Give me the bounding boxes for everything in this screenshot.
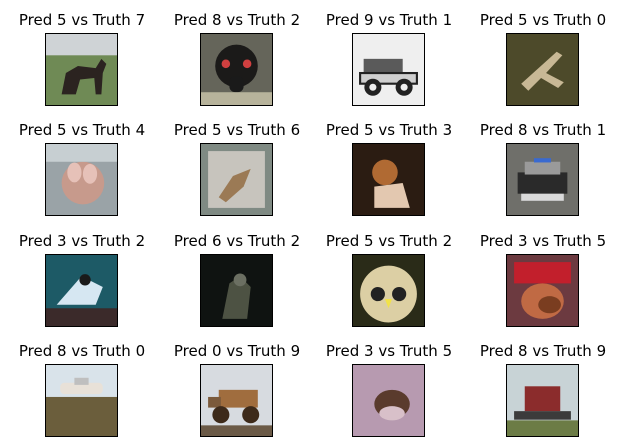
panel-title: Pred 6 vs Truth 2	[173, 232, 301, 250]
thumbnail-owl	[352, 254, 425, 327]
thumbnail-eagle	[200, 254, 273, 327]
panel-title: Pred 0 vs Truth 9	[173, 342, 301, 360]
panel-title: Pred 3 vs Truth 5	[479, 232, 607, 250]
panel-title: Pred 5 vs Truth 6	[173, 121, 301, 139]
panel-title: Pred 9 vs Truth 1	[325, 11, 453, 29]
thumbnail-cat	[352, 143, 425, 216]
thumbnail-airplane	[45, 364, 118, 437]
thumbnail-fire-truck	[506, 364, 579, 437]
panel-title: Pred 5 vs Truth 7	[18, 11, 146, 29]
panel-title: Pred 5 vs Truth 0	[479, 11, 607, 29]
panel-title: Pred 3 vs Truth 2	[18, 232, 146, 250]
panel-title: Pred 8 vs Truth 0	[18, 342, 146, 360]
thumbnail-police-car	[506, 143, 579, 216]
panel-title: Pred 8 vs Truth 2	[173, 11, 301, 29]
thumbnail-bird	[45, 254, 118, 327]
panel-title: Pred 5 vs Truth 2	[325, 232, 453, 250]
thumbnail-dump-truck	[200, 364, 273, 437]
thumbnail-dog	[352, 364, 425, 437]
thumbnail-deer	[45, 143, 118, 216]
thumbnail-horse	[45, 33, 118, 106]
thumbnail-vintage-car	[352, 33, 425, 106]
thumbnail-dog-with-hat	[506, 254, 579, 327]
thumbnail-ostrich-head	[200, 33, 273, 106]
panel-title: Pred 8 vs Truth 1	[479, 121, 607, 139]
panel-title: Pred 5 vs Truth 3	[325, 121, 453, 139]
thumbnail-frog	[200, 143, 273, 216]
panel-title: Pred 8 vs Truth 9	[479, 342, 607, 360]
panel-title: Pred 3 vs Truth 5	[325, 342, 453, 360]
panel-title: Pred 5 vs Truth 4	[18, 121, 146, 139]
thumbnail-airplane-on-ground	[506, 33, 579, 106]
